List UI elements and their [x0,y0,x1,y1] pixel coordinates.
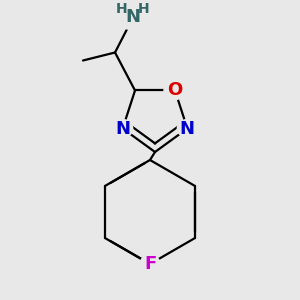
Text: H: H [138,2,150,16]
Ellipse shape [140,255,160,273]
Text: H: H [116,2,128,16]
Text: O: O [167,82,183,100]
Ellipse shape [177,119,197,137]
Ellipse shape [164,82,186,100]
Ellipse shape [113,5,153,29]
Text: N: N [125,8,140,26]
Ellipse shape [113,119,133,137]
Text: N: N [115,119,130,137]
Text: F: F [144,255,156,273]
Text: N: N [180,119,195,137]
